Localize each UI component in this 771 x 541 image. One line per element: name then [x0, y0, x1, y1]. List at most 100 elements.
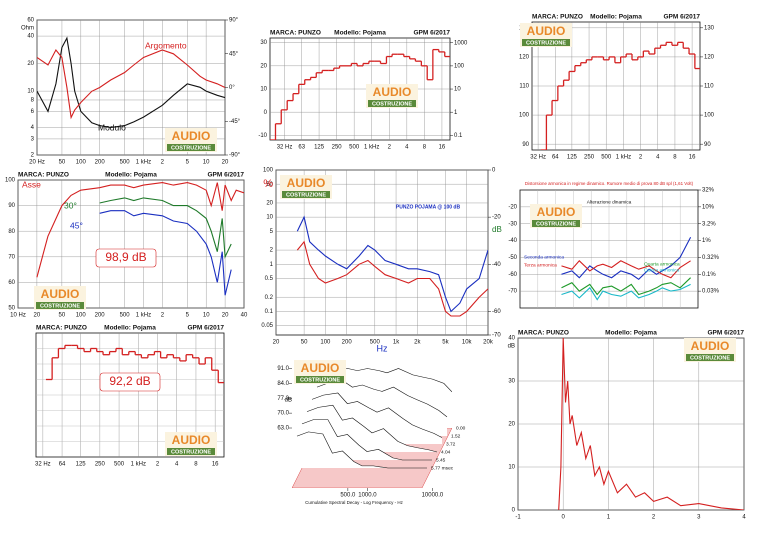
logo-name: AUDIO [527, 24, 566, 38]
x-tick-label: 10k [462, 340, 473, 346]
x-tick-label: 2 [161, 313, 165, 319]
x-tick-label: 8 [423, 145, 427, 151]
x-tick-label: 500 [120, 160, 131, 166]
y2-tick-label: 32% [702, 188, 715, 194]
x-tick-label: 1 kHz [131, 462, 146, 468]
annotation-box [99, 372, 161, 392]
y2-tick-label: 0.1 [454, 133, 463, 139]
y-tick-label: 60 [8, 280, 15, 286]
y-tick-label: 100 [263, 168, 274, 174]
y-tick-label: 20 [266, 201, 273, 207]
x-tick-label: 64 [552, 155, 559, 161]
time-label: 0.00 [456, 425, 466, 431]
y2-tick-label: 10 [454, 87, 461, 93]
logo-bar [167, 144, 215, 151]
x-tick-label: 2 [156, 462, 160, 468]
x-tick-label: 5 [186, 160, 190, 166]
y-tick-label: 0.05 [261, 323, 273, 329]
logo-name: AUDIO [301, 361, 340, 375]
x-tick-label: 2 [161, 160, 165, 166]
series-layer [36, 182, 244, 296]
y-tick-label: 100 [5, 178, 16, 184]
y-tick-label: 10 [508, 465, 515, 471]
series-line [296, 240, 488, 317]
series-line [561, 283, 691, 301]
annotation: 98,9 dB [105, 250, 146, 264]
x-axis-label: Hz [377, 343, 388, 353]
logo-name: AUDIO [41, 287, 80, 301]
series-label: Modulo [98, 122, 126, 132]
x-tick-label: 1 kHz [616, 155, 631, 161]
x-tick-label: 20 [222, 313, 229, 319]
x-tick-label: 32 Hz [530, 155, 546, 161]
x-tick-label: 10000.0 [422, 493, 444, 499]
logo-name: AUDIO [691, 339, 730, 353]
decay-slice [306, 404, 438, 453]
x-tick-label: 20 [34, 313, 41, 319]
time-label: 5.45 [436, 457, 446, 463]
series-line [99, 210, 232, 296]
logo-subtitle: COSTRUZIONE [300, 377, 340, 383]
y-tick-label: 40 [508, 336, 515, 342]
y2-tick-label: 90° [229, 18, 239, 24]
series-line [37, 36, 225, 129]
logo-bar [282, 191, 330, 198]
logo-subtitle: COSTRUZIONE [372, 101, 412, 107]
logo-bar [296, 376, 344, 383]
y2-tick-label: 0.03% [702, 289, 720, 295]
y-tick-label: -10 [258, 133, 267, 139]
series-layer [540, 41, 700, 150]
x-tick-label: 1 [607, 515, 611, 521]
panel-header: MARCA: PUNZO [18, 172, 69, 179]
series-line [561, 260, 691, 279]
panel-subtitle: Alterazione dinamica [587, 199, 632, 205]
x-tick-label: 3 [697, 515, 701, 521]
y-tick-label: 100 [519, 113, 530, 119]
logo-name: AUDIO [172, 433, 211, 447]
series-layer [558, 338, 744, 510]
x-tick-label: 0 [562, 515, 566, 521]
x-tick-label: 500 [114, 462, 125, 468]
y-tick-label: 70 [8, 254, 15, 260]
slice-fill [297, 431, 427, 468]
y2-tick-label: 1% [702, 238, 711, 244]
logo-subtitle: COSTRUZIONE [526, 40, 566, 46]
panel-header: MARCA: PUNZO [532, 14, 583, 21]
logo-subtitle: COSTRUZIONE [286, 192, 326, 198]
y2-tick-label: 130 [704, 25, 715, 31]
y2-tick-label: -70 [492, 333, 501, 339]
y2-tick-label: 0.32% [702, 255, 720, 261]
series-line [37, 49, 225, 120]
y-tick-label: 70.0 [277, 411, 289, 417]
y-axis-label: dB [285, 398, 292, 404]
y-tick-label: 0 [264, 110, 268, 116]
y-tick-label: 3 [31, 136, 35, 142]
y2-tick-label: -40 [492, 262, 501, 268]
y-tick-label: 90 [522, 142, 529, 148]
x-tick-label: 50 [301, 340, 308, 346]
x-tick-label: 1 kHz [364, 145, 379, 151]
y-tick-label: 20 [27, 61, 34, 67]
y-tick-label: 40 [27, 34, 34, 40]
series-label: 30° [64, 200, 77, 210]
x-tick-label: 20 Hz [29, 160, 45, 166]
y-tick-label: 6 [31, 109, 35, 115]
series-label: 45° [70, 220, 83, 230]
logo-bar [36, 302, 84, 309]
y2-tick-label: 0.1% [702, 272, 716, 278]
y2-tick-label: 90 [704, 142, 711, 148]
y-tick-label: 50 [8, 306, 15, 312]
x-tick-label: 4 [742, 515, 746, 521]
y2-tick-label: 45° [229, 51, 239, 57]
x-tick-label: 4 [656, 155, 660, 161]
y2-tick-label: 100 [454, 63, 465, 69]
y-axis-label: dB [508, 344, 515, 350]
series-label: Argomento [145, 40, 187, 50]
y-tick-label: 0 [512, 508, 516, 514]
decay-slice [321, 368, 452, 393]
y-tick-label: 77.0 [277, 396, 289, 402]
y-tick-label: 2 [270, 248, 274, 254]
panel-header: GPM 6/2017 [414, 30, 451, 37]
y2-tick-label: 100 [704, 113, 715, 119]
